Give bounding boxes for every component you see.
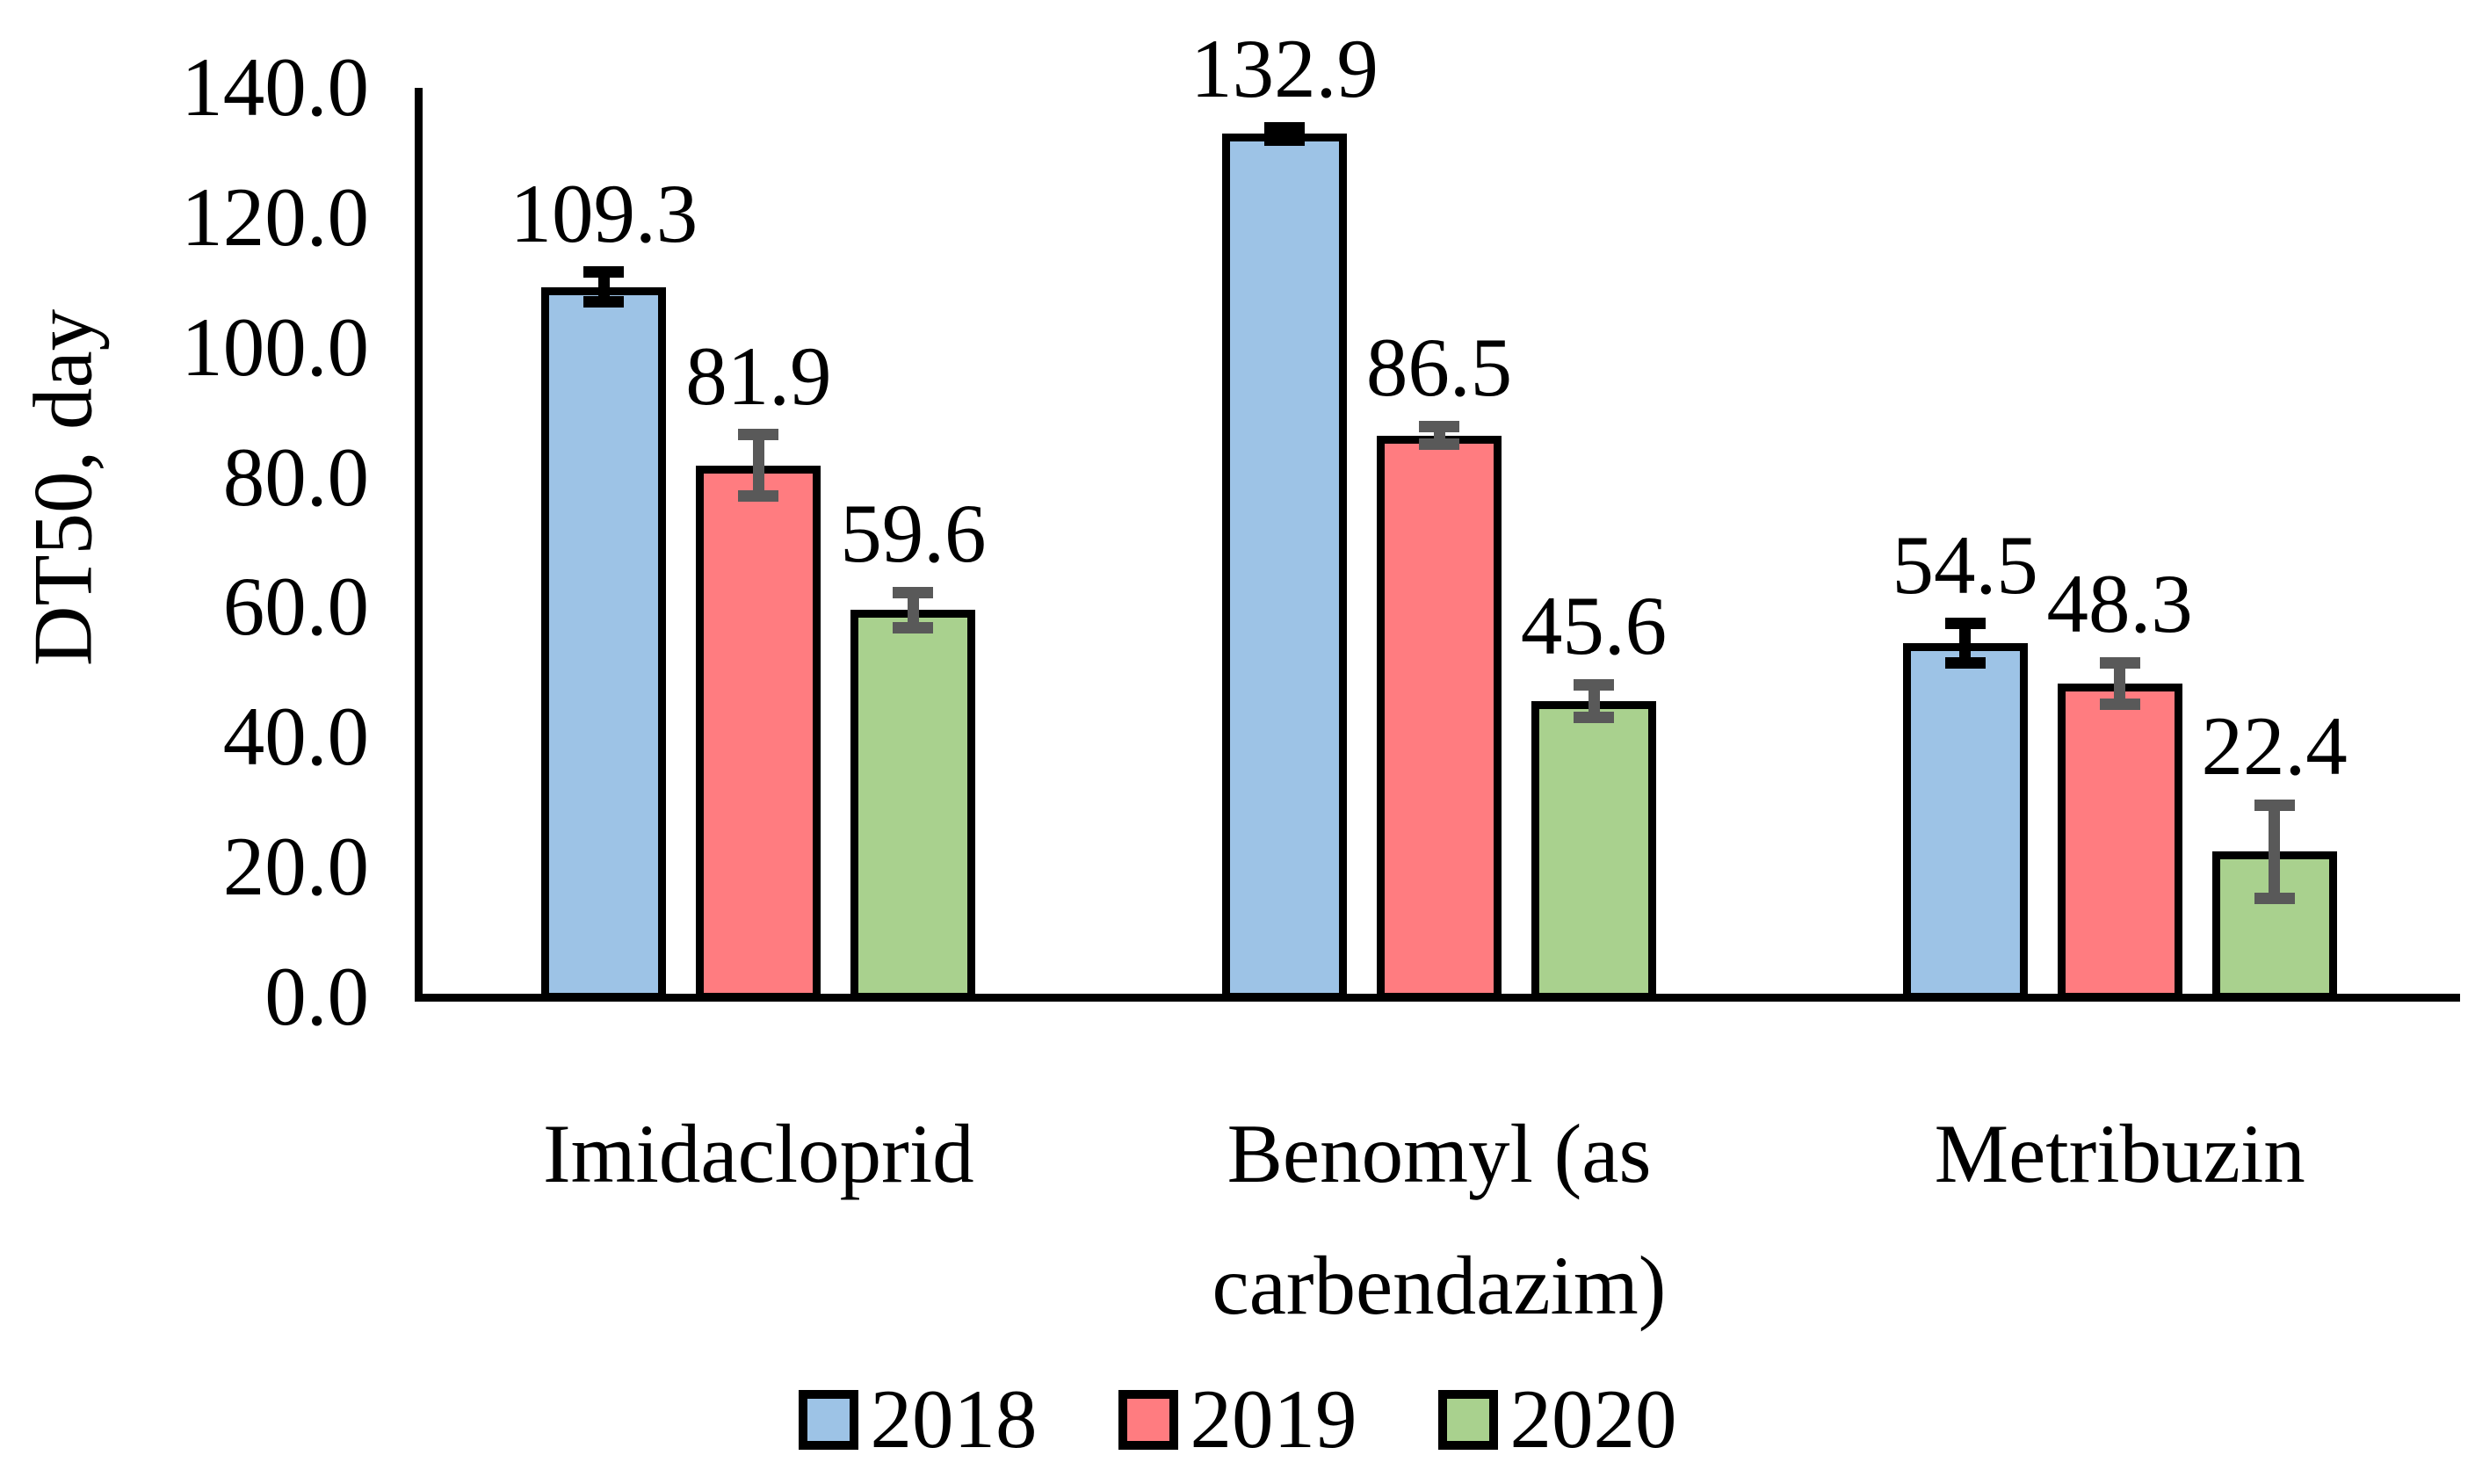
bar-2018-3 [1902, 643, 2028, 1001]
error-bar-cap [1944, 656, 1986, 669]
error-bar-cap [738, 429, 779, 441]
error-bar [907, 592, 919, 628]
error-bar-cap [1419, 420, 1459, 432]
bar-2020-2 [1531, 700, 1656, 1001]
value-label: 59.6 [840, 487, 987, 581]
error-bar-cap [1419, 438, 1459, 451]
category-label: Benomyl (as carbendazim) [1212, 1107, 1667, 1333]
category-label: Metribuzin [1934, 1107, 2305, 1200]
y-tick-label: 120.0 [181, 170, 369, 264]
bar-2020-1 [850, 610, 976, 1001]
legend: 2018 2019 2020 [0, 1378, 2475, 1461]
legend-item-2018: 2018 [798, 1372, 1038, 1466]
error-bar-cap [738, 489, 779, 502]
error-bar-cap [2254, 893, 2295, 905]
value-label: 45.6 [1520, 579, 1668, 673]
value-label: 48.3 [2046, 557, 2193, 651]
value-label: 22.4 [2201, 699, 2348, 793]
error-bar-cap [2099, 699, 2140, 711]
legend-label-2020: 2020 [1509, 1372, 1677, 1466]
error-bar-cap [583, 266, 625, 279]
value-label: 132.9 [1190, 22, 1379, 116]
bar-2019-3 [2057, 683, 2182, 1001]
error-bar-cap [583, 296, 625, 308]
bar-2018-1 [541, 286, 667, 1001]
error-bar [1959, 623, 1972, 663]
error-bar-cap [893, 586, 934, 598]
legend-item-2019: 2019 [1118, 1378, 1357, 1461]
value-label: 86.5 [1365, 321, 1513, 415]
y-tick-label: 40.0 [222, 690, 369, 784]
bar-2019-1 [696, 465, 821, 1001]
error-bar [597, 271, 610, 302]
legend-item-2020: 2020 [1437, 1372, 1677, 1466]
y-tick-label: 100.0 [181, 300, 369, 394]
legend-label-2019: 2019 [1190, 1372, 1357, 1466]
y-tick-label: 60.0 [222, 560, 369, 654]
category-label: Imidacloprid [542, 1107, 974, 1200]
error-bar-cap [1574, 678, 1614, 691]
y-tick-label: 0.0 [264, 950, 369, 1043]
error-bar-cap [2099, 656, 2140, 669]
y-tick-label: 140.0 [181, 40, 369, 134]
error-bar [2269, 805, 2281, 899]
legend-swatch-2018 [798, 1389, 858, 1450]
error-bar-cap [1574, 711, 1614, 723]
y-tick-label: 80.0 [222, 430, 369, 524]
value-label: 81.9 [685, 329, 832, 423]
error-bar [752, 434, 764, 496]
error-bar-cap [893, 621, 934, 633]
legend-swatch-2019 [1118, 1389, 1178, 1450]
value-label: 54.5 [1892, 518, 2038, 612]
y-tick-label: 20.0 [222, 820, 369, 914]
bar-2019-2 [1377, 435, 1502, 1001]
error-bar-cap [1264, 121, 1305, 134]
legend-swatch-2020 [1437, 1389, 1498, 1450]
error-bar [1588, 684, 1600, 718]
legend-label-2018: 2018 [870, 1372, 1038, 1466]
error-bar-cap [1264, 134, 1305, 147]
error-bar-cap [1944, 618, 1986, 630]
bar-2018-2 [1222, 134, 1347, 1001]
error-bar-cap [2254, 799, 2295, 811]
error-bar [2114, 662, 2126, 705]
value-label: 109.3 [510, 166, 698, 260]
y-axis-line [415, 88, 423, 1002]
